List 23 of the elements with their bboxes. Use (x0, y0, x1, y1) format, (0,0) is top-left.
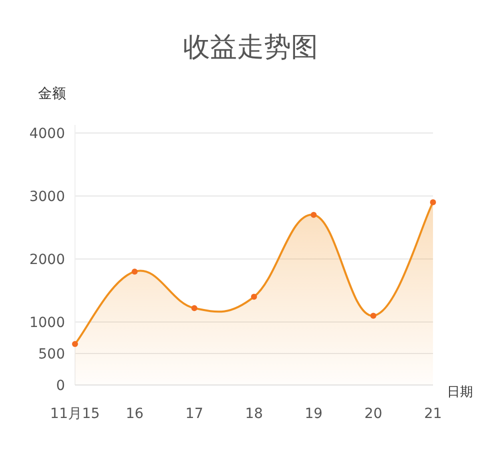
point (370, 312, 376, 319)
x-axis-title: 日期 (447, 385, 473, 400)
point (72, 341, 78, 348)
y-tick-label: 500 (38, 346, 65, 362)
x-tick-label: 17 (185, 406, 204, 422)
y-tick-label: 0 (56, 378, 65, 394)
y-axis-title: 金额 (38, 86, 66, 102)
chart-title: 收益走势图 (183, 32, 318, 63)
y-tick-label: 2000 (29, 252, 65, 268)
point (132, 268, 138, 275)
point (251, 294, 257, 300)
y-tick-label: 1000 (29, 315, 65, 331)
point (191, 305, 198, 312)
x-tick-label: 20 (364, 406, 382, 422)
point (430, 199, 436, 206)
x-tick-label: 16 (126, 406, 144, 422)
x-tick-label: 21 (424, 406, 442, 422)
y-tick-label: 4000 (29, 126, 65, 142)
x-tick-label: 11月15 (50, 406, 100, 422)
x-tick-label: 18 (245, 406, 263, 422)
point (310, 212, 317, 218)
x-tick-label: 19 (304, 406, 323, 422)
y-tick-label: 3000 (29, 189, 65, 205)
